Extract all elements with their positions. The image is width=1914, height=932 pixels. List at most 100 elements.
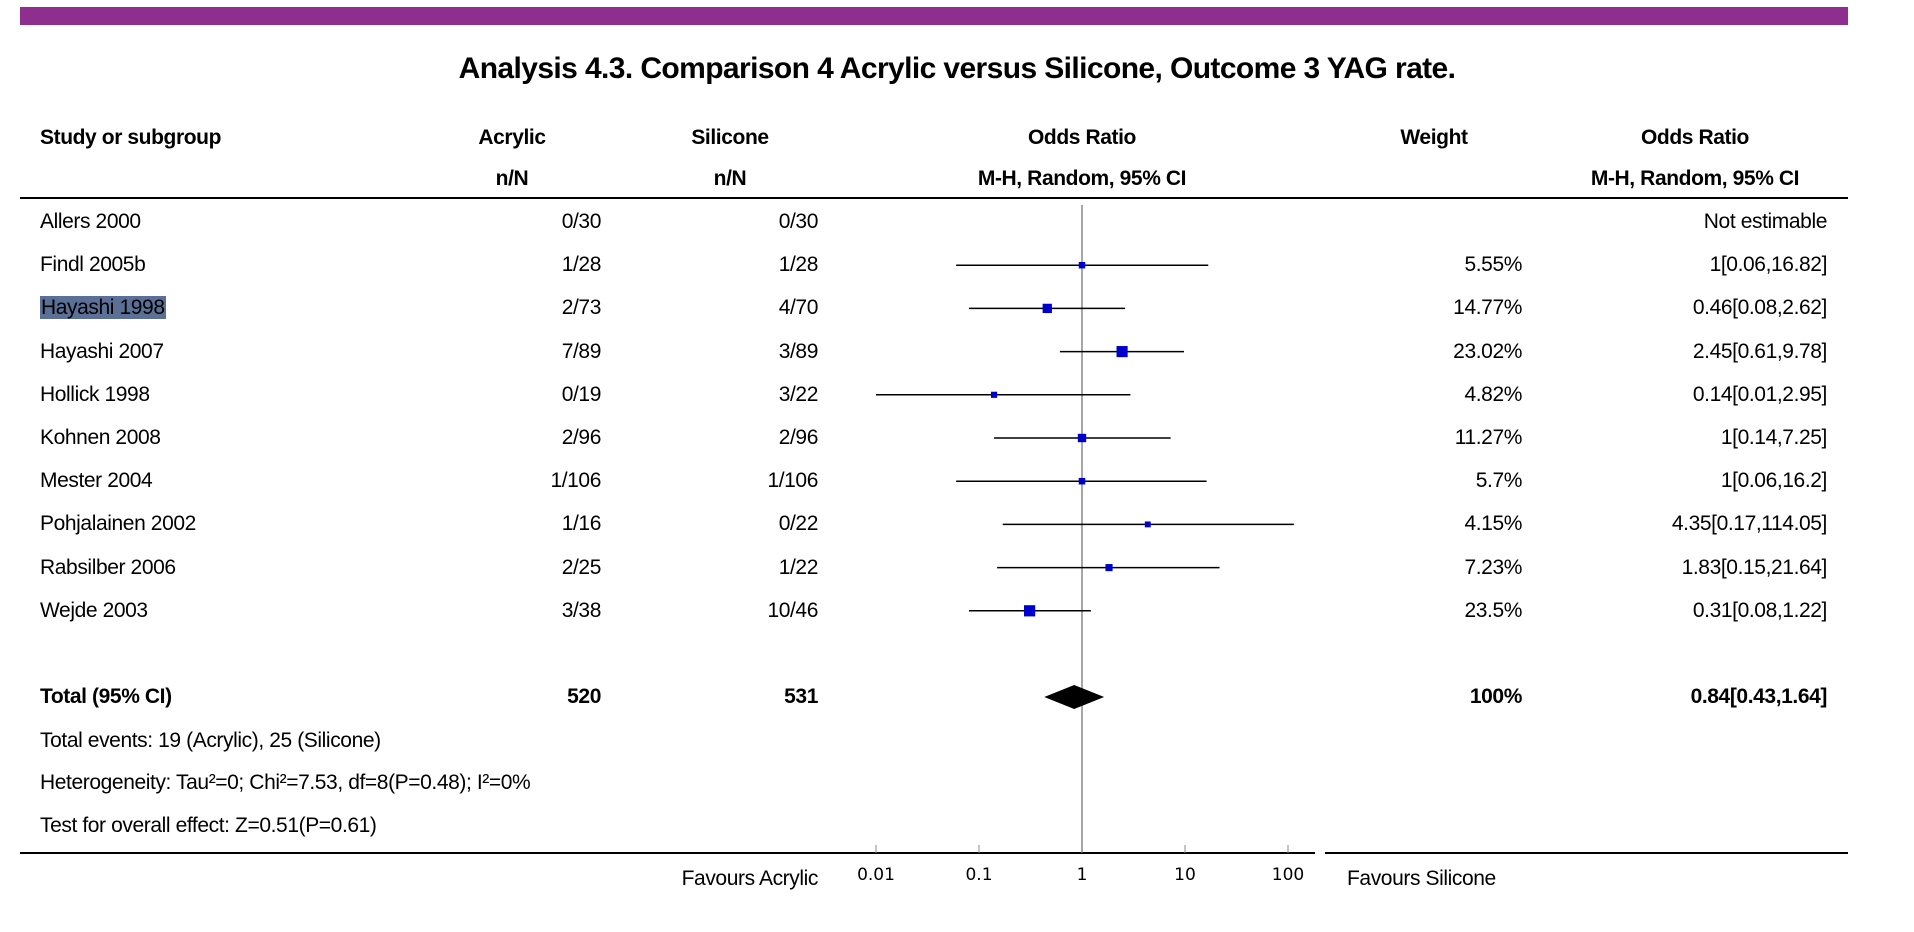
study-weight: 11.27% <box>1372 426 1523 450</box>
study-name[interactable]: Pohjalainen 2002 <box>40 512 196 536</box>
x-tick-label: 0.1 <box>965 865 992 885</box>
study-or-text: 1[0.06,16.82] <box>1709 253 1828 277</box>
page-title: Analysis 4.3. Comparison 4 Acrylic versu… <box>458 52 1456 85</box>
silicone-events-text: 3/22 <box>778 382 819 406</box>
silicone-events-text: 1/106 <box>767 469 818 493</box>
acrylic-events-text: 0/30 <box>561 210 602 233</box>
acrylic-events-text: 1/28 <box>561 253 602 277</box>
study-name[interactable]: Hayashi 2007 <box>40 340 164 364</box>
study-name[interactable]: Kohnen 2008 <box>40 426 161 450</box>
study-weight: 23.5% <box>1372 599 1522 623</box>
study-weight-text: 23.5% <box>1464 598 1522 622</box>
heterogeneity: Heterogeneity: Tau²=0; Chi²=7.53, df=8(P… <box>40 771 531 794</box>
study-name-text: Hayashi 1998 <box>40 296 166 320</box>
silicone-events-text: 0/30 <box>778 210 819 233</box>
study-or-text: 2.45[0.61,9.78] <box>1692 339 1828 363</box>
silicone-events-text: 1/22 <box>778 555 819 579</box>
bottom-divider-right <box>1325 852 1848 854</box>
total-silicone: 531 <box>784 685 818 708</box>
study-or: 4.35[0.17,114.05] <box>1577 512 1828 536</box>
total-diamond <box>1044 685 1105 709</box>
total-acrylic: 520 <box>567 685 601 708</box>
study-weight-text: 14.77% <box>1453 296 1522 320</box>
study-or-text: 1[0.06,16.2] <box>1720 469 1828 493</box>
silicone-events: 3/22 <box>668 382 819 407</box>
study-or-text: 0.14[0.01,2.95] <box>1692 382 1828 406</box>
total-events: Total events: 19 (Acrylic), 25 (Silicone… <box>40 729 381 752</box>
study-weight-text: 5.55% <box>1464 253 1522 277</box>
point-estimate-square <box>1077 433 1087 443</box>
study-or-text: 4.35[0.17,114.05] <box>1671 512 1828 536</box>
header-or-plot: Odds Ratio <box>1027 126 1136 149</box>
silicone-events-text: 0/22 <box>778 512 819 536</box>
silicone-events: 2/96 <box>668 426 819 450</box>
study-name[interactable]: Allers 2000 <box>40 210 141 234</box>
acrylic-events: 1/106 <box>451 469 601 493</box>
silicone-events-text: 4/70 <box>778 296 819 320</box>
header-silicone: Silicone <box>691 126 769 149</box>
study-name[interactable]: Findl 2005b <box>40 253 146 277</box>
study-name[interactable]: Rabsilber 2006 <box>40 556 176 580</box>
study-or: 1[0.06,16.82] <box>1577 253 1828 277</box>
header-weight: Weight <box>1400 126 1468 149</box>
silicone-events-text: 2/96 <box>778 426 819 449</box>
study-or: 0.14[0.01,2.95] <box>1577 382 1828 407</box>
study-or: 1[0.14,7.25] <box>1577 426 1828 450</box>
top-color-bar <box>20 7 1848 25</box>
acrylic-events: 2/96 <box>451 426 602 450</box>
silicone-events: 4/70 <box>668 296 819 320</box>
header-divider <box>20 197 1848 199</box>
study-or-text: 1.83[0.15,21.64] <box>1681 555 1828 579</box>
silicone-events: 1/106 <box>668 469 818 493</box>
study-name-text: Kohnen 2008 <box>40 426 161 449</box>
acrylic-events: 2/73 <box>451 296 602 320</box>
silicone-events-text: 10/46 <box>767 598 818 622</box>
study-or: 1[0.06,16.2] <box>1577 469 1828 493</box>
acrylic-events: 1/16 <box>451 512 602 536</box>
acrylic-events: 1/28 <box>451 253 602 277</box>
acrylic-events-text: 2/73 <box>561 296 602 320</box>
acrylic-events: 2/25 <box>451 556 602 580</box>
bottom-divider-left <box>20 852 850 854</box>
acrylic-events-text: 1/16 <box>561 512 602 536</box>
study-name[interactable]: Hayashi 1998 <box>40 296 166 320</box>
point-estimate-square <box>1024 605 1036 617</box>
study-name[interactable]: Wejde 2003 <box>40 599 148 623</box>
study-weight: 4.15% <box>1372 512 1522 536</box>
study-weight-text: 4.82% <box>1464 382 1522 406</box>
study-name[interactable]: Mester 2004 <box>40 469 153 493</box>
study-name[interactable]: Hollick 1998 <box>40 383 150 407</box>
study-or-text: 0.46[0.08,2.62] <box>1692 296 1828 320</box>
point-estimate-square <box>1116 346 1128 358</box>
acrylic-events-text: 1/106 <box>550 469 601 493</box>
study-weight: 5.55% <box>1372 253 1522 277</box>
header-or-plot-sub: M-H, Random, 95% CI <box>977 167 1187 190</box>
study-name-text: Wejde 2003 <box>40 598 148 622</box>
x-tick-label: 1 <box>1077 865 1088 885</box>
study-or-text: 0.31[0.08,1.22] <box>1692 598 1828 622</box>
silicone-events: 10/46 <box>668 599 818 623</box>
acrylic-events: 3/38 <box>451 598 602 623</box>
point-estimate-square <box>1042 303 1052 314</box>
total-or: 0.84[0.43,1.64] <box>1690 685 1828 708</box>
study-or: 0.46[0.08,2.62] <box>1577 296 1828 320</box>
point-estimate-square <box>1078 261 1086 269</box>
study-weight: 5.7% <box>1372 469 1523 493</box>
silicone-events: 0/30 <box>668 210 819 234</box>
study-name-text: Hollick 1998 <box>40 382 150 406</box>
acrylic-events-text: 3/38 <box>561 598 602 622</box>
header-acrylic-sub: n/N <box>495 167 529 190</box>
study-or: 0.31[0.08,1.22] <box>1577 598 1828 623</box>
acrylic-events-text: 7/89 <box>561 339 602 363</box>
study-or: 1.83[0.15,21.64] <box>1577 555 1828 580</box>
overall-effect: Test for overall effect: Z=0.51(P=0.61) <box>40 814 377 837</box>
x-tick-label: 10 <box>1174 865 1196 885</box>
study-name-text: Rabsilber 2006 <box>40 555 176 579</box>
study-weight-text: 23.02% <box>1453 339 1522 363</box>
x-tick-label: 100 <box>1272 865 1304 885</box>
acrylic-events-text: 2/96 <box>561 426 602 449</box>
study-or: 2.45[0.61,9.78] <box>1577 339 1828 364</box>
study-name-text: Pohjalainen 2002 <box>40 512 196 536</box>
header-study: Study or subgroup <box>40 126 222 149</box>
